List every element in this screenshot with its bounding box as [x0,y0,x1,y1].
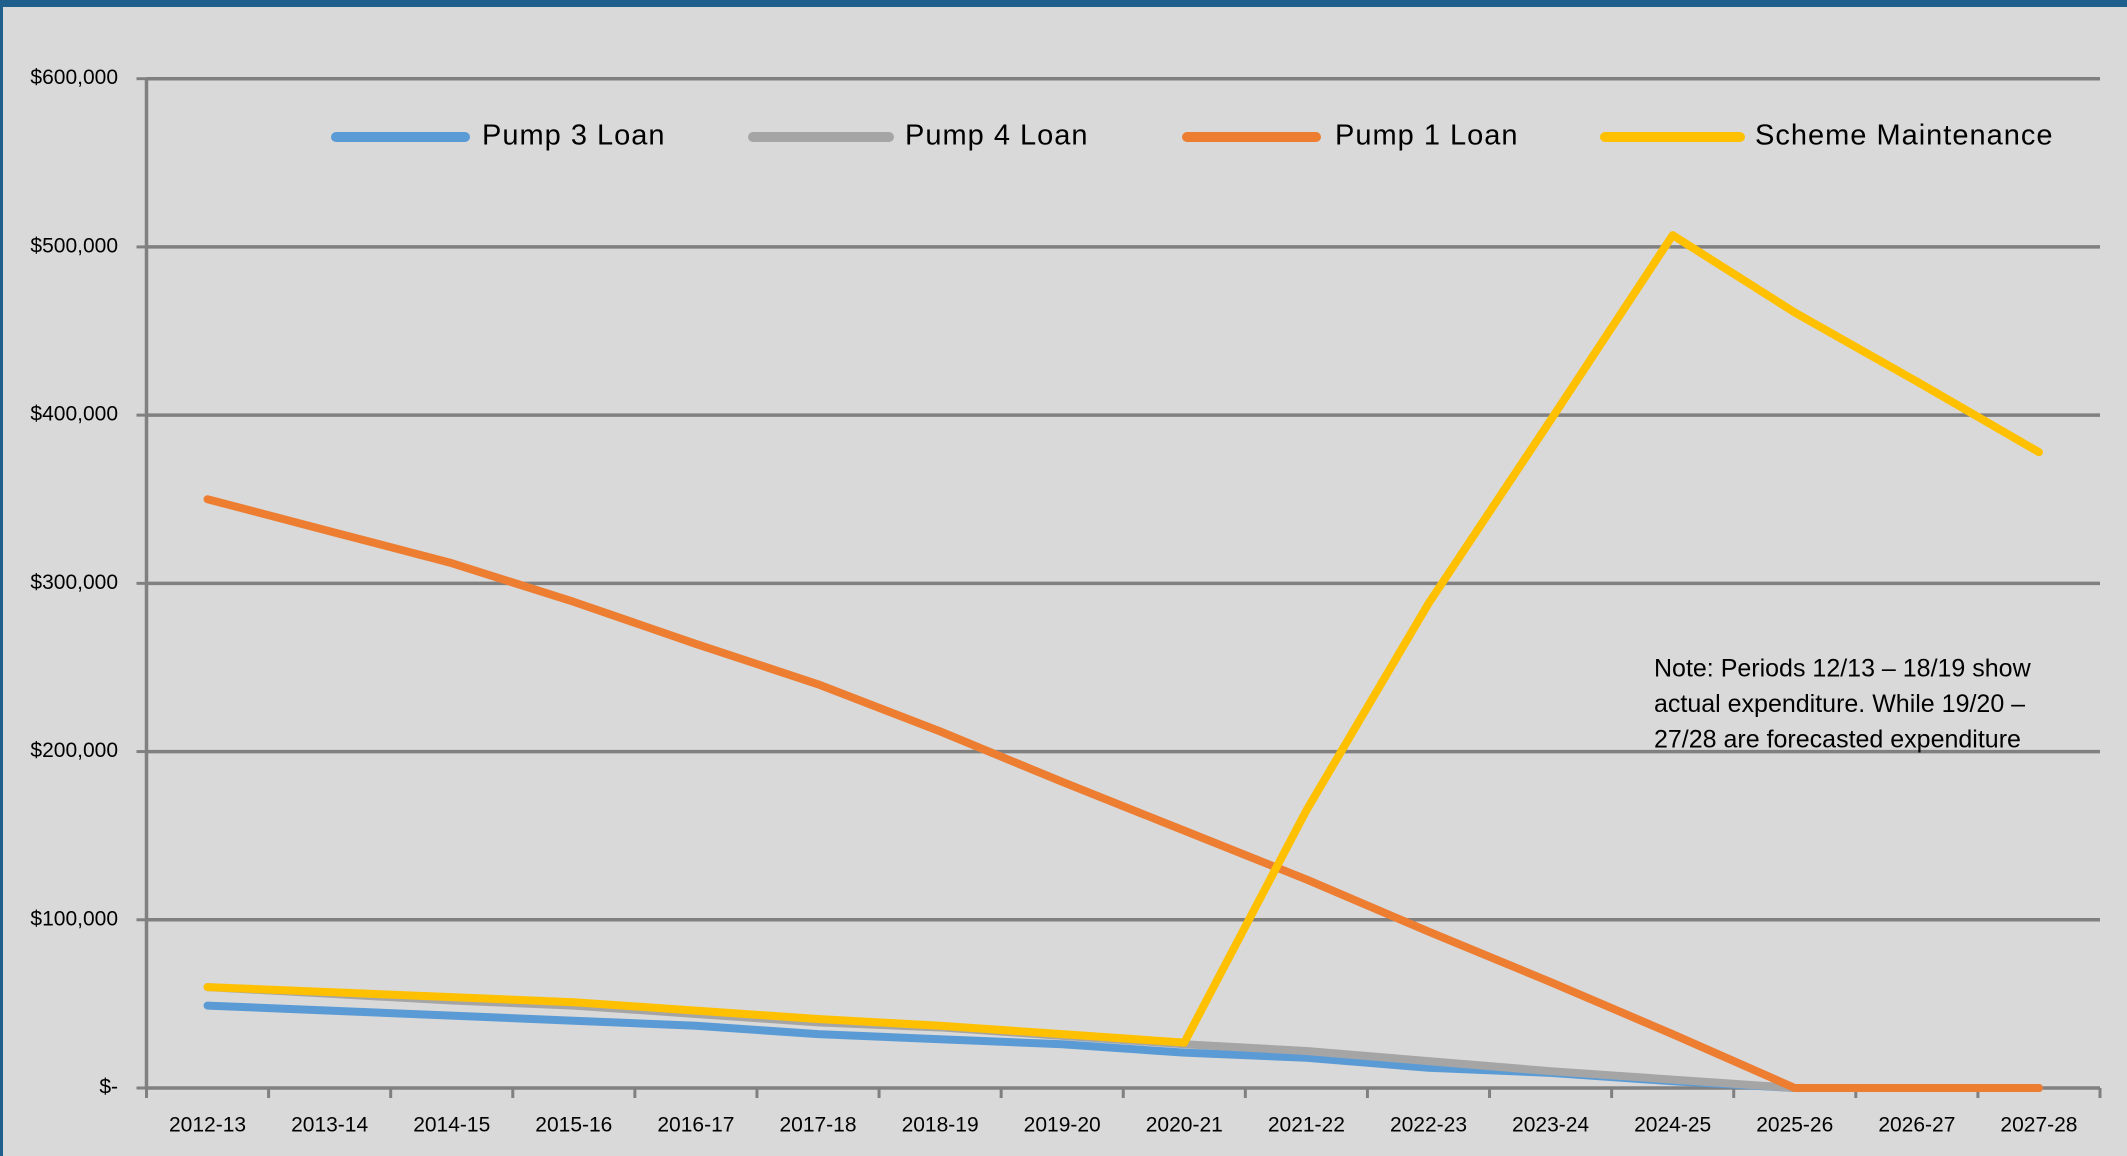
x-tick-label: 2025-26 [1756,1114,1833,1137]
annotation: Note: Periods 12/13 – 18/19 show [1654,655,2032,683]
legend-label: Pump 4 Loan [905,120,1089,152]
x-tick-label: 2026-27 [1878,1114,1955,1137]
x-tick-label: 2022-23 [1390,1114,1467,1137]
y-tick-label: $- [99,1076,118,1099]
x-tick-label: 2019-20 [1024,1114,1101,1137]
annotation: 27/28 are forecasted expenditure [1654,726,2021,754]
line-series [203,231,2043,1047]
y-tick-label: $500,000 [30,234,118,257]
y-tick-label: $100,000 [30,907,118,930]
legend-label: Scheme Maintenance [1755,120,2054,152]
x-tick-label: 2017-18 [779,1114,856,1137]
x-tick-label: 2018-19 [902,1114,979,1137]
x-tick-label: 2015-16 [535,1114,612,1137]
legend-label: Pump 1 Loan [1335,120,1519,152]
y-tick-label: $200,000 [30,739,118,762]
x-tick-label: 2023-24 [1512,1114,1589,1137]
y-tick-label: $600,000 [30,66,118,89]
top-border [0,0,2127,7]
x-tick-label: 2020-21 [1146,1114,1223,1137]
y-tick-label: $400,000 [30,403,118,426]
legend-label: Pump 3 Loan [482,120,666,152]
x-tick-label: 2024-25 [1634,1114,1711,1137]
y-tick-label: $300,000 [30,571,118,594]
line-series [203,495,2043,1092]
x-tick-label: 2012-13 [169,1114,246,1137]
x-tick-label: 2013-14 [291,1114,368,1137]
x-tick-label: 2021-22 [1268,1114,1345,1137]
x-tick-label: 2027-28 [2000,1114,2077,1137]
left-border [0,0,3,1156]
x-tick-label: 2016-17 [657,1114,734,1137]
annotation: actual expenditure. While 19/20 – [1654,690,2025,718]
x-tick-label: 2014-15 [413,1114,490,1137]
